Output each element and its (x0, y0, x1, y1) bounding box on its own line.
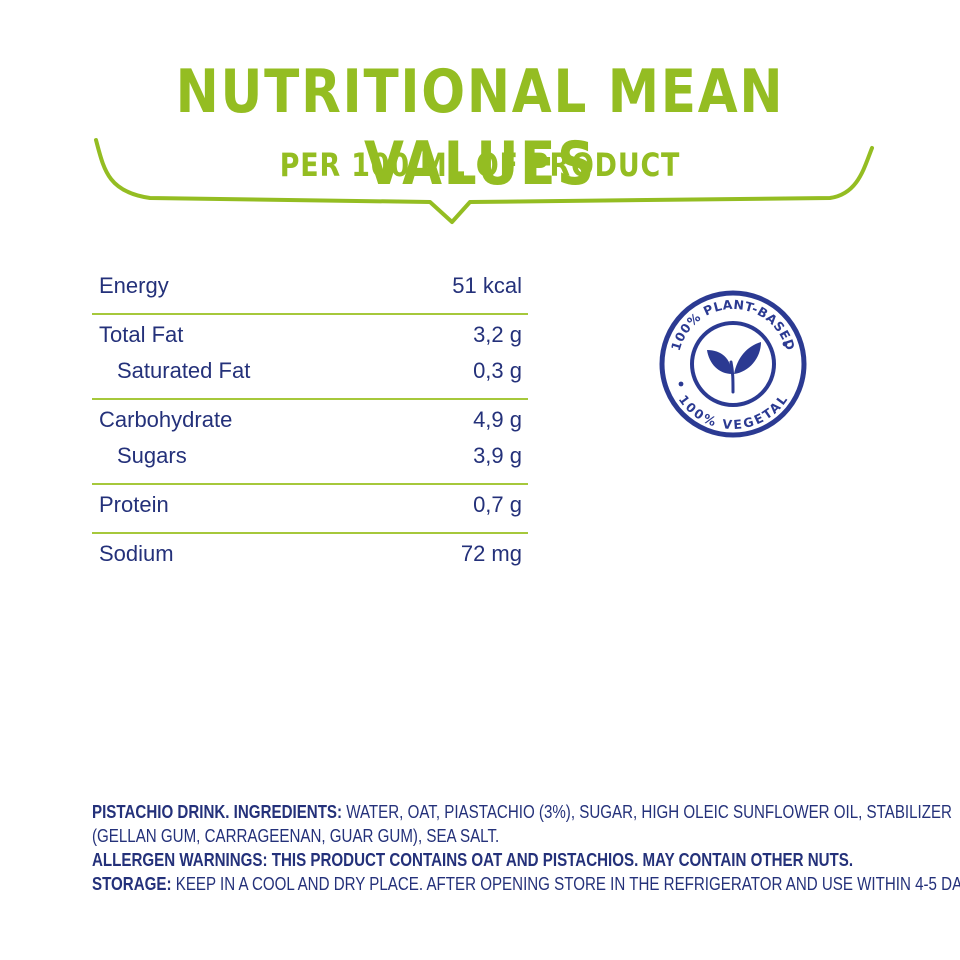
ingredients-text: WATER, OAT, PIASTACHIO (3%), SUGAR, HIGH… (342, 802, 952, 822)
nutrition-row-saturated-fat: Saturated Fat 0,3 g (92, 353, 528, 389)
nutrient-label: Sodium (99, 541, 174, 566)
nutrition-row-sodium: Sodium 72 mg (92, 536, 528, 572)
nutrient-label: Protein (99, 492, 169, 517)
allergen-text: ALLERGEN WARNINGS: THIS PRODUCT CONTAINS… (92, 850, 854, 870)
page-subtitle: PER 100 ML OF PRODUCT (279, 146, 681, 184)
ingredients-line-2: (GELLAN GUM, CARRAGEENAN, GUAR GUM), SEA… (92, 826, 500, 846)
nutrition-group-fat: Total Fat 3,2 g Saturated Fat 0,3 g (92, 315, 528, 400)
nutrition-group-carbohydrate: Carbohydrate 4,9 g Sugars 3,9 g (92, 400, 528, 485)
nutrient-value: 51 kcal (452, 273, 522, 298)
nutrition-row-total-fat: Total Fat 3,2 g (92, 317, 528, 353)
nutrient-value: 72 mg (460, 541, 522, 566)
nutrient-label: Energy (99, 273, 169, 298)
nutrient-label: Carbohydrate (99, 407, 233, 432)
nutrition-row-energy: Energy 51 kcal (92, 268, 528, 304)
nutrient-value: 0,3 g (473, 358, 522, 383)
nutrient-value: 4,9 g (473, 407, 522, 432)
nutrient-value: 3,9 g (473, 443, 522, 468)
nutrient-label: Sugars (117, 443, 187, 468)
nutrient-label: Total Fat (99, 322, 184, 347)
ingredients-label: PISTACHIO DRINK. INGREDIENTS: (92, 802, 343, 822)
badge-bottom-text: 100% VEGETAL (676, 392, 790, 432)
ingredients-line-1: PISTACHIO DRINK. INGREDIENTS: WATER, OAT… (92, 800, 952, 824)
plant-based-badge: 100% PLANT-BASED 100% VEGETAL (659, 290, 807, 438)
allergen-warning: ALLERGEN WARNINGS: THIS PRODUCT CONTAINS… (92, 848, 853, 872)
nutrition-group-protein: Protein 0,7 g (92, 485, 528, 534)
leaf-icon (707, 342, 761, 394)
nutrient-label: Saturated Fat (117, 358, 251, 383)
nutrition-row-protein: Protein 0,7 g (92, 487, 528, 523)
nutrition-row-sugars: Sugars 3,9 g (92, 438, 528, 474)
nutrition-group-sodium: Sodium 72 mg (92, 534, 528, 581)
nutrient-value: 3,2 g (473, 322, 522, 347)
storage-label: STORAGE: (92, 874, 172, 894)
nutrition-group-energy: Energy 51 kcal (92, 266, 528, 315)
nutrient-value: 0,7 g (473, 492, 522, 517)
storage-line: STORAGE: KEEP IN A COOL AND DRY PLACE. A… (92, 872, 960, 896)
svg-text:100% VEGETAL: 100% VEGETAL (676, 392, 791, 432)
nutrition-row-carbohydrate: Carbohydrate 4,9 g (92, 402, 528, 438)
product-info: PISTACHIO DRINK. INGREDIENTS: WATER, OAT… (92, 800, 960, 896)
storage-text: KEEP IN A COOL AND DRY PLACE. AFTER OPEN… (171, 874, 960, 894)
nutrition-table: Energy 51 kcal Total Fat 3,2 g Saturated… (92, 266, 528, 581)
